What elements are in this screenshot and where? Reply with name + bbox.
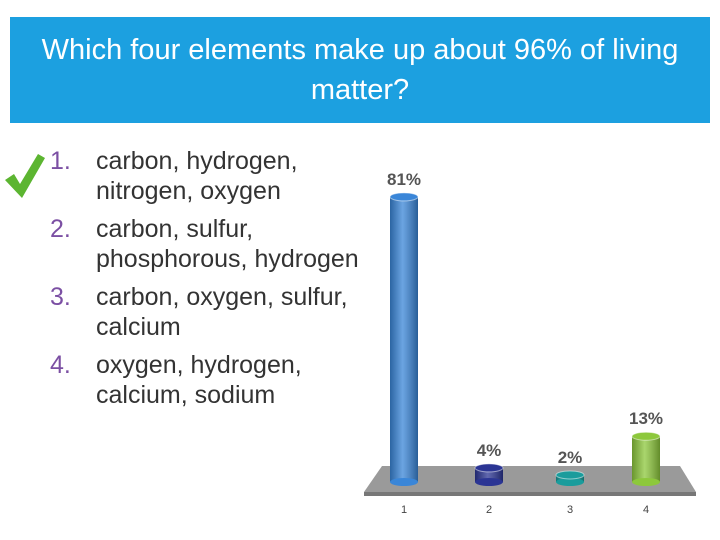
value-label: 13% <box>629 409 663 428</box>
option-text: carbon, sulfur, phosphorous, hydrogen <box>96 215 359 273</box>
bar-bottom <box>390 478 418 486</box>
bar-bottom <box>632 478 660 486</box>
value-label: 81% <box>387 170 421 189</box>
x-tick-label: 4 <box>643 504 649 516</box>
x-tick-label: 1 <box>401 504 407 516</box>
answer-list: 1. carbon, hydrogen, nitrogen, oxygen 2. ca… <box>50 146 370 418</box>
bar-top <box>631 431 661 441</box>
option-number: 4. <box>50 351 71 379</box>
bar <box>389 192 419 486</box>
bar <box>474 463 504 486</box>
option-number: 2. <box>50 215 71 243</box>
bar-shade <box>390 196 418 482</box>
slide-title: Which four elements make up about 96% of… <box>10 17 710 123</box>
option-number: 3. <box>50 283 71 311</box>
answer-option: 4. oxygen, hydrogen, calcium, sodium <box>50 350 370 410</box>
value-label: 4% <box>477 441 502 460</box>
chart-floor-edge <box>364 492 696 496</box>
bar <box>555 470 585 486</box>
option-text: carbon, oxygen, sulfur, calcium <box>96 283 348 341</box>
bar-bottom <box>556 478 584 486</box>
answer-option: 2. carbon, sulfur, phosphorous, hydrogen <box>50 214 370 274</box>
bar <box>631 431 661 486</box>
check-mark <box>5 154 45 198</box>
value-label: 2% <box>558 448 583 467</box>
option-text: oxygen, hydrogen, calcium, sodium <box>96 351 302 409</box>
option-text: carbon, hydrogen, nitrogen, oxygen <box>96 147 298 205</box>
answer-option: 3. carbon, oxygen, sulfur, calcium <box>50 282 370 342</box>
x-tick-label: 2 <box>486 504 492 516</box>
bar-top <box>389 192 419 202</box>
bar-top <box>555 470 585 480</box>
bar-bottom <box>475 478 503 486</box>
x-tick-label: 3 <box>567 504 573 516</box>
bar-shade <box>632 436 660 482</box>
chart-floor <box>364 466 696 492</box>
option-number: 1. <box>50 147 71 175</box>
bar-top <box>474 463 504 473</box>
answer-option: 1. carbon, hydrogen, nitrogen, oxygen <box>50 146 370 206</box>
